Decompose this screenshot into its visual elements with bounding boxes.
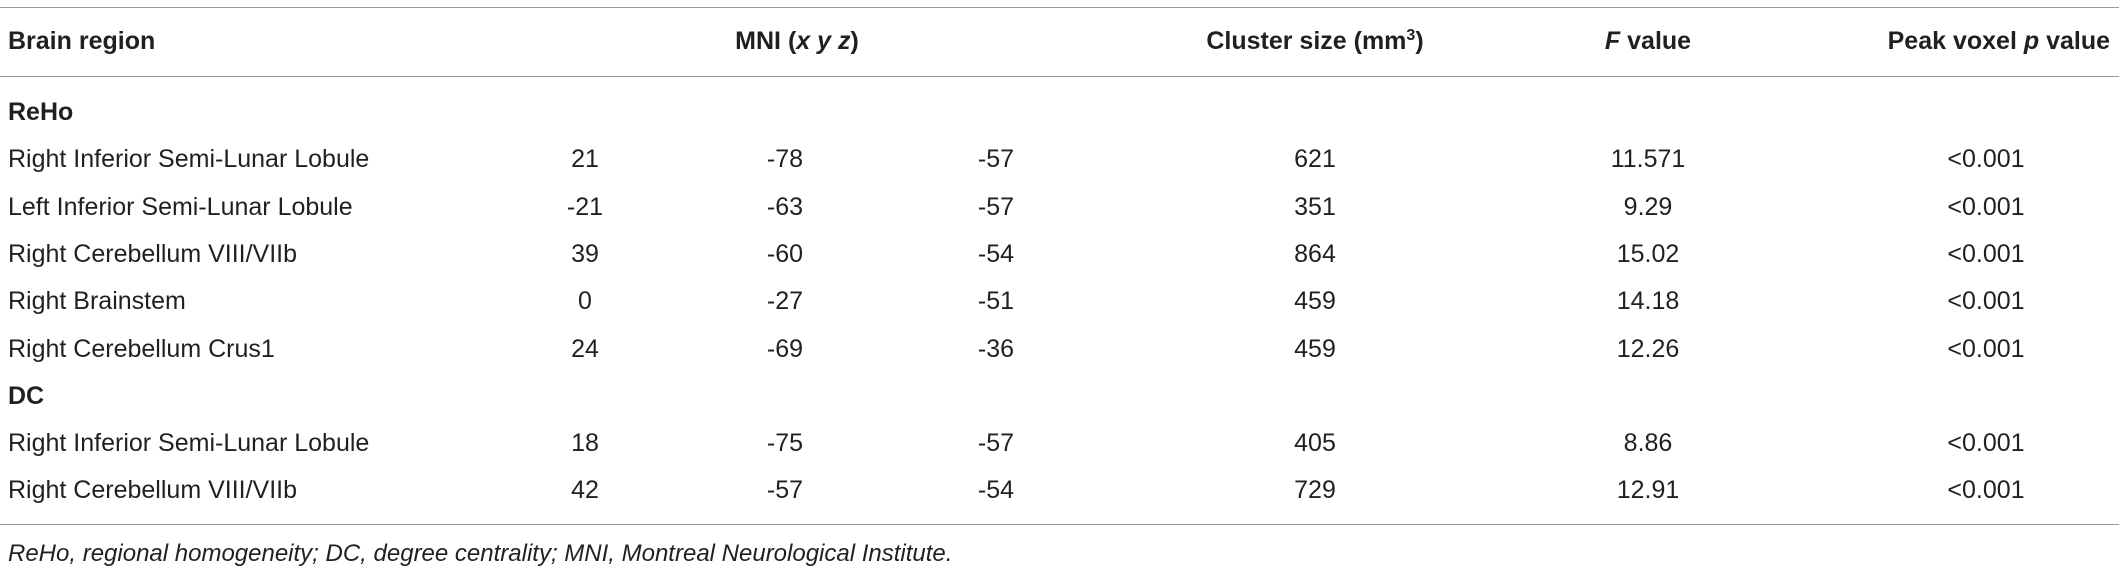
header-text: Brain region bbox=[8, 27, 156, 55]
header-text: value bbox=[1620, 27, 1692, 55]
section-label: DC bbox=[8, 381, 45, 410]
header-text: x y z bbox=[796, 27, 851, 55]
mni-x: 18 bbox=[571, 429, 599, 458]
brain-region: Right Inferior Semi-Lunar Lobule bbox=[8, 429, 370, 458]
p-value: <0.001 bbox=[1947, 334, 2025, 363]
f-value: 8.86 bbox=[1623, 429, 1673, 458]
mni-x: 24 bbox=[571, 334, 599, 363]
mni-y: -69 bbox=[766, 334, 804, 363]
column-header: Brain region bbox=[8, 26, 155, 56]
bottom-rule bbox=[0, 524, 2119, 525]
cluster-size: 405 bbox=[1294, 429, 1336, 458]
f-value: 9.29 bbox=[1623, 192, 1673, 221]
cluster-size: 621 bbox=[1294, 145, 1336, 174]
header-text: 3 bbox=[1406, 27, 1416, 44]
header-text: F bbox=[1604, 27, 1621, 55]
mni-z: -51 bbox=[977, 287, 1015, 316]
mni-z: -57 bbox=[977, 145, 1015, 174]
mni-z: -57 bbox=[977, 192, 1015, 221]
f-value: 14.18 bbox=[1616, 287, 1680, 316]
cluster-size: 864 bbox=[1294, 239, 1336, 268]
column-header: Cluster size (mm3) bbox=[1206, 26, 1423, 56]
f-value: 12.26 bbox=[1616, 334, 1680, 363]
header-text: ) bbox=[850, 27, 859, 55]
p-value: <0.001 bbox=[1947, 429, 2025, 458]
mni-x: 42 bbox=[571, 476, 599, 505]
p-value: <0.001 bbox=[1947, 476, 2025, 505]
mni-x: 21 bbox=[571, 145, 599, 174]
mni-y: -75 bbox=[766, 429, 804, 458]
header-text: Peak voxel bbox=[1887, 27, 2024, 55]
p-value: <0.001 bbox=[1947, 287, 2025, 316]
f-value: 12.91 bbox=[1616, 476, 1680, 505]
header-text: value bbox=[2039, 27, 2110, 55]
column-header: MNI (x y z) bbox=[735, 26, 859, 56]
f-value: 11.571 bbox=[1610, 145, 1686, 174]
mni-z: -57 bbox=[977, 429, 1015, 458]
mni-x: -21 bbox=[566, 192, 604, 221]
mni-y: -60 bbox=[766, 239, 804, 268]
mni-z: -54 bbox=[977, 239, 1015, 268]
mni-y: -63 bbox=[766, 192, 804, 221]
cluster-size: 459 bbox=[1294, 334, 1336, 363]
top-rule bbox=[0, 7, 2119, 8]
cluster-size: 459 bbox=[1294, 287, 1336, 316]
p-value: <0.001 bbox=[1947, 192, 2025, 221]
brain-region: Right Cerebellum Crus1 bbox=[8, 334, 275, 363]
f-value: 15.02 bbox=[1616, 239, 1680, 268]
footnote: ReHo, regional homogeneity; DC, degree c… bbox=[8, 540, 953, 567]
header-text: Cluster size (mm bbox=[1206, 27, 1407, 55]
brain-region: Right Inferior Semi-Lunar Lobule bbox=[8, 145, 370, 174]
column-header: F value bbox=[1605, 26, 1691, 56]
mni-y: -57 bbox=[766, 476, 804, 505]
column-header: Peak voxel p value bbox=[1888, 26, 2110, 56]
header-text: p bbox=[2023, 27, 2040, 55]
mni-z: -54 bbox=[977, 476, 1015, 505]
mni-y: -27 bbox=[766, 287, 804, 316]
cluster-size: 351 bbox=[1294, 192, 1336, 221]
brain-region: Right Cerebellum VIII/VIIb bbox=[8, 476, 298, 505]
mni-z: -36 bbox=[977, 334, 1015, 363]
mni-y: -78 bbox=[766, 145, 804, 174]
mni-x: 0 bbox=[578, 287, 592, 316]
header-rule bbox=[0, 76, 2119, 77]
brain-region: Right Cerebellum VIII/VIIb bbox=[8, 239, 298, 268]
brain-region: Right Brainstem bbox=[8, 287, 186, 316]
header-text: ) bbox=[1415, 27, 1424, 55]
p-value: <0.001 bbox=[1947, 239, 2025, 268]
section-label: ReHo bbox=[8, 98, 74, 126]
brain-region: Left Inferior Semi-Lunar Lobule bbox=[8, 192, 353, 221]
p-value: <0.001 bbox=[1947, 145, 2025, 174]
header-text: MNI ( bbox=[735, 27, 797, 55]
cluster-size: 729 bbox=[1294, 476, 1336, 505]
mni-x: 39 bbox=[571, 239, 599, 268]
